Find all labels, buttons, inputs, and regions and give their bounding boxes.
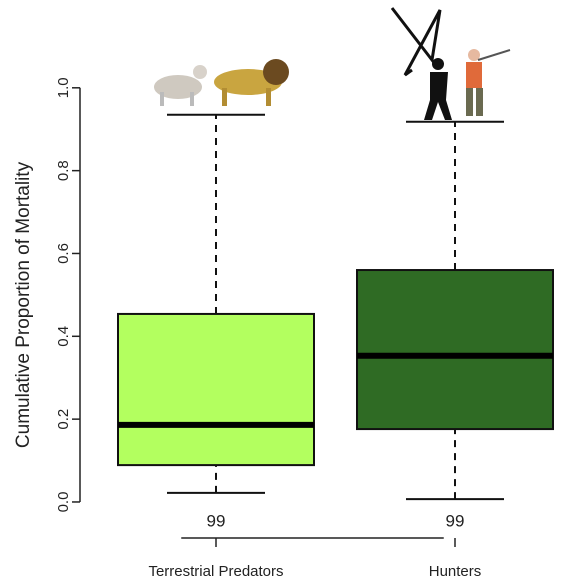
y-tick-label: 0.0 [55, 492, 72, 513]
box [117, 312, 315, 467]
y-tick-label: 0.8 [55, 160, 72, 181]
count-label: 99 [207, 511, 226, 530]
y-tick-label: 0.6 [55, 243, 72, 264]
hunter-icons [390, 7, 511, 120]
count-label: 99 [446, 511, 465, 530]
y-tick-label: 0.2 [55, 409, 72, 430]
x-tick-label: Terrestrial Predators [148, 563, 283, 580]
x-tick-label: Hunters [429, 563, 482, 580]
y-axis-label: Cumulative Proportion of Mortality [13, 161, 34, 448]
predator-icons [154, 59, 289, 106]
box [356, 269, 554, 431]
y-tick-label: 1.0 [55, 77, 72, 98]
y-tick-label: 0.4 [55, 326, 72, 347]
